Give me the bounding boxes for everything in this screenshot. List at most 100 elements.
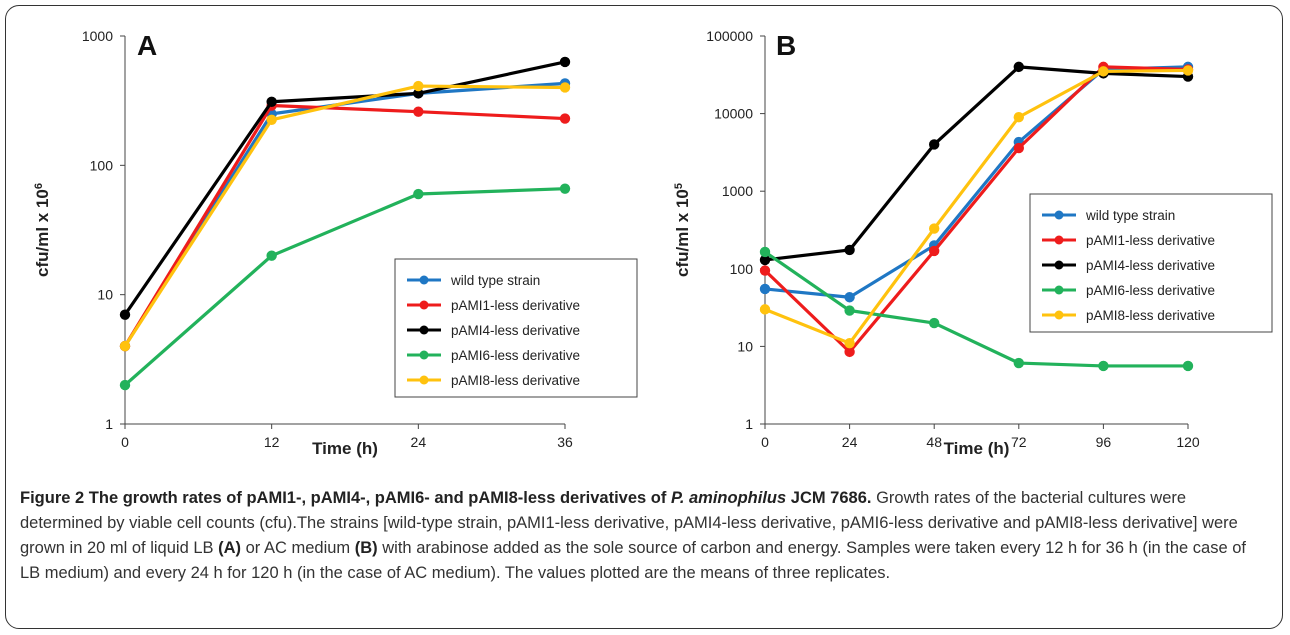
data-point	[266, 250, 277, 261]
legend-label: pAMI1-less derivative	[451, 298, 580, 313]
legend: wild type strain pAMI1-less derivative pAM…	[1029, 193, 1273, 333]
legend-swatch-marker	[419, 375, 429, 385]
legend-swatch-marker	[1054, 310, 1064, 320]
caption-body-1: Growth rates of the bacterial cultures w…	[20, 489, 1238, 557]
legend-label: pAMI4-less derivative	[451, 323, 580, 338]
data-point	[413, 80, 424, 92]
data-point	[1182, 65, 1194, 76]
data-point	[1098, 360, 1109, 372]
data-point	[119, 340, 131, 352]
y-axis-label: cfu/ml x 105	[673, 183, 692, 277]
caption-title-post: JCM 7686.	[790, 489, 872, 507]
legend-label: pAMI1-less derivative	[1086, 233, 1215, 248]
y-tick-label: 1000	[82, 28, 113, 44]
figure-frame	[5, 5, 1283, 629]
figure-caption: Figure 2 The growth rates of pAMI1-, pAM…	[20, 486, 1270, 586]
data-point	[844, 244, 855, 256]
series-line	[123, 187, 566, 387]
legend-swatch-marker	[1054, 210, 1064, 220]
data-point	[759, 246, 771, 258]
data-point	[759, 254, 771, 266]
legend-swatch-marker	[1054, 260, 1064, 270]
series-5	[119, 80, 571, 352]
data-point	[929, 223, 940, 234]
panel-letter: B	[776, 30, 796, 61]
data-point	[929, 317, 940, 329]
legend-label: pAMI8-less derivative	[1086, 308, 1215, 323]
legend-swatch-marker	[419, 350, 429, 360]
x-tick-label: 12	[264, 434, 280, 450]
legend-box	[394, 258, 638, 398]
y-tick-label: 10	[97, 287, 113, 303]
data-point	[266, 96, 277, 107]
data-point	[1182, 360, 1194, 372]
data-point	[929, 245, 940, 257]
caption-title: The growth rates of pAMI1-, pAMI4-, pAMI…	[89, 489, 872, 507]
data-point	[1013, 61, 1024, 73]
data-point	[1098, 66, 1109, 77]
y-tick-label: 1000	[722, 183, 753, 199]
series-3	[119, 56, 571, 320]
data-point	[844, 305, 855, 316]
x-tick-label: 96	[1096, 434, 1112, 450]
data-point	[559, 56, 571, 68]
data-point	[413, 188, 424, 200]
x-tick-label: 24	[842, 434, 858, 450]
y-tick-label: 100	[730, 261, 754, 277]
series-4	[119, 183, 571, 391]
series-line	[764, 65, 1189, 262]
legend-label: wild type strain	[1085, 208, 1175, 223]
legend-swatch-marker	[1054, 285, 1064, 295]
caption-title-italic: P. aminophilus	[670, 489, 787, 507]
x-tick-label: 48	[926, 434, 942, 450]
series-line	[764, 68, 1189, 345]
legend-box	[1029, 193, 1273, 333]
x-tick-label: 36	[557, 434, 573, 450]
caption-title-pre: The growth rates of pAMI1-, pAMI4-, pAMI…	[88, 489, 667, 507]
data-point	[559, 113, 571, 124]
data-point	[119, 309, 131, 320]
series-line	[123, 84, 566, 348]
data-point	[759, 283, 771, 295]
chart-panel-a: 1 10 100 1000 0 12 24 36 Time (h) cfu/ml x 106 Awi…	[33, 28, 638, 458]
series-line	[123, 103, 566, 347]
data-point	[1013, 142, 1024, 154]
legend-swatch-marker	[419, 325, 429, 335]
legend-label: pAMI6-less derivative	[451, 348, 580, 363]
series-line	[764, 250, 1188, 368]
x-tick-label: 0	[121, 434, 129, 450]
legend-swatch-marker	[419, 300, 429, 310]
legend-label: pAMI6-less derivative	[1086, 283, 1215, 298]
x-tick-label: 72	[1011, 434, 1027, 450]
x-tick-label: 24	[411, 434, 427, 450]
data-point	[759, 304, 771, 315]
series-line	[764, 65, 1189, 299]
chart-panel-b: 1 10 100 1000 10000 100000 0 24 48 72 96 120 Time (h…	[673, 28, 1273, 458]
data-point	[844, 292, 855, 303]
series-4	[759, 246, 1194, 372]
y-tick-label: 10	[737, 338, 753, 354]
x-axis-label: Time (h)	[312, 439, 378, 458]
series-5	[759, 65, 1194, 349]
legend-label: pAMI4-less derivative	[1086, 258, 1215, 273]
x-axis-label: Time (h)	[944, 439, 1010, 458]
x-tick-label: 120	[1176, 434, 1200, 450]
data-point	[1013, 111, 1024, 123]
y-tick-label: 100000	[706, 28, 753, 44]
data-point	[1013, 357, 1024, 369]
data-point	[413, 88, 424, 99]
caption-label: Figure 2	[20, 489, 85, 507]
legend: wild type strain pAMI1-less derivative pAM…	[394, 258, 638, 398]
x-tick-label: 0	[761, 434, 769, 450]
data-point	[413, 106, 424, 117]
legend-swatch-marker	[419, 275, 429, 285]
y-axis-label-exponent: 5	[673, 183, 685, 189]
data-point	[844, 337, 855, 349]
caption-ref-b: (B)	[354, 539, 378, 557]
data-point	[929, 139, 940, 150]
y-axis-label: cfu/ml x 106	[33, 183, 52, 277]
data-point	[844, 346, 855, 358]
data-point	[266, 114, 277, 125]
caption-body-3: with arabinose added as the sole source …	[20, 539, 1246, 582]
